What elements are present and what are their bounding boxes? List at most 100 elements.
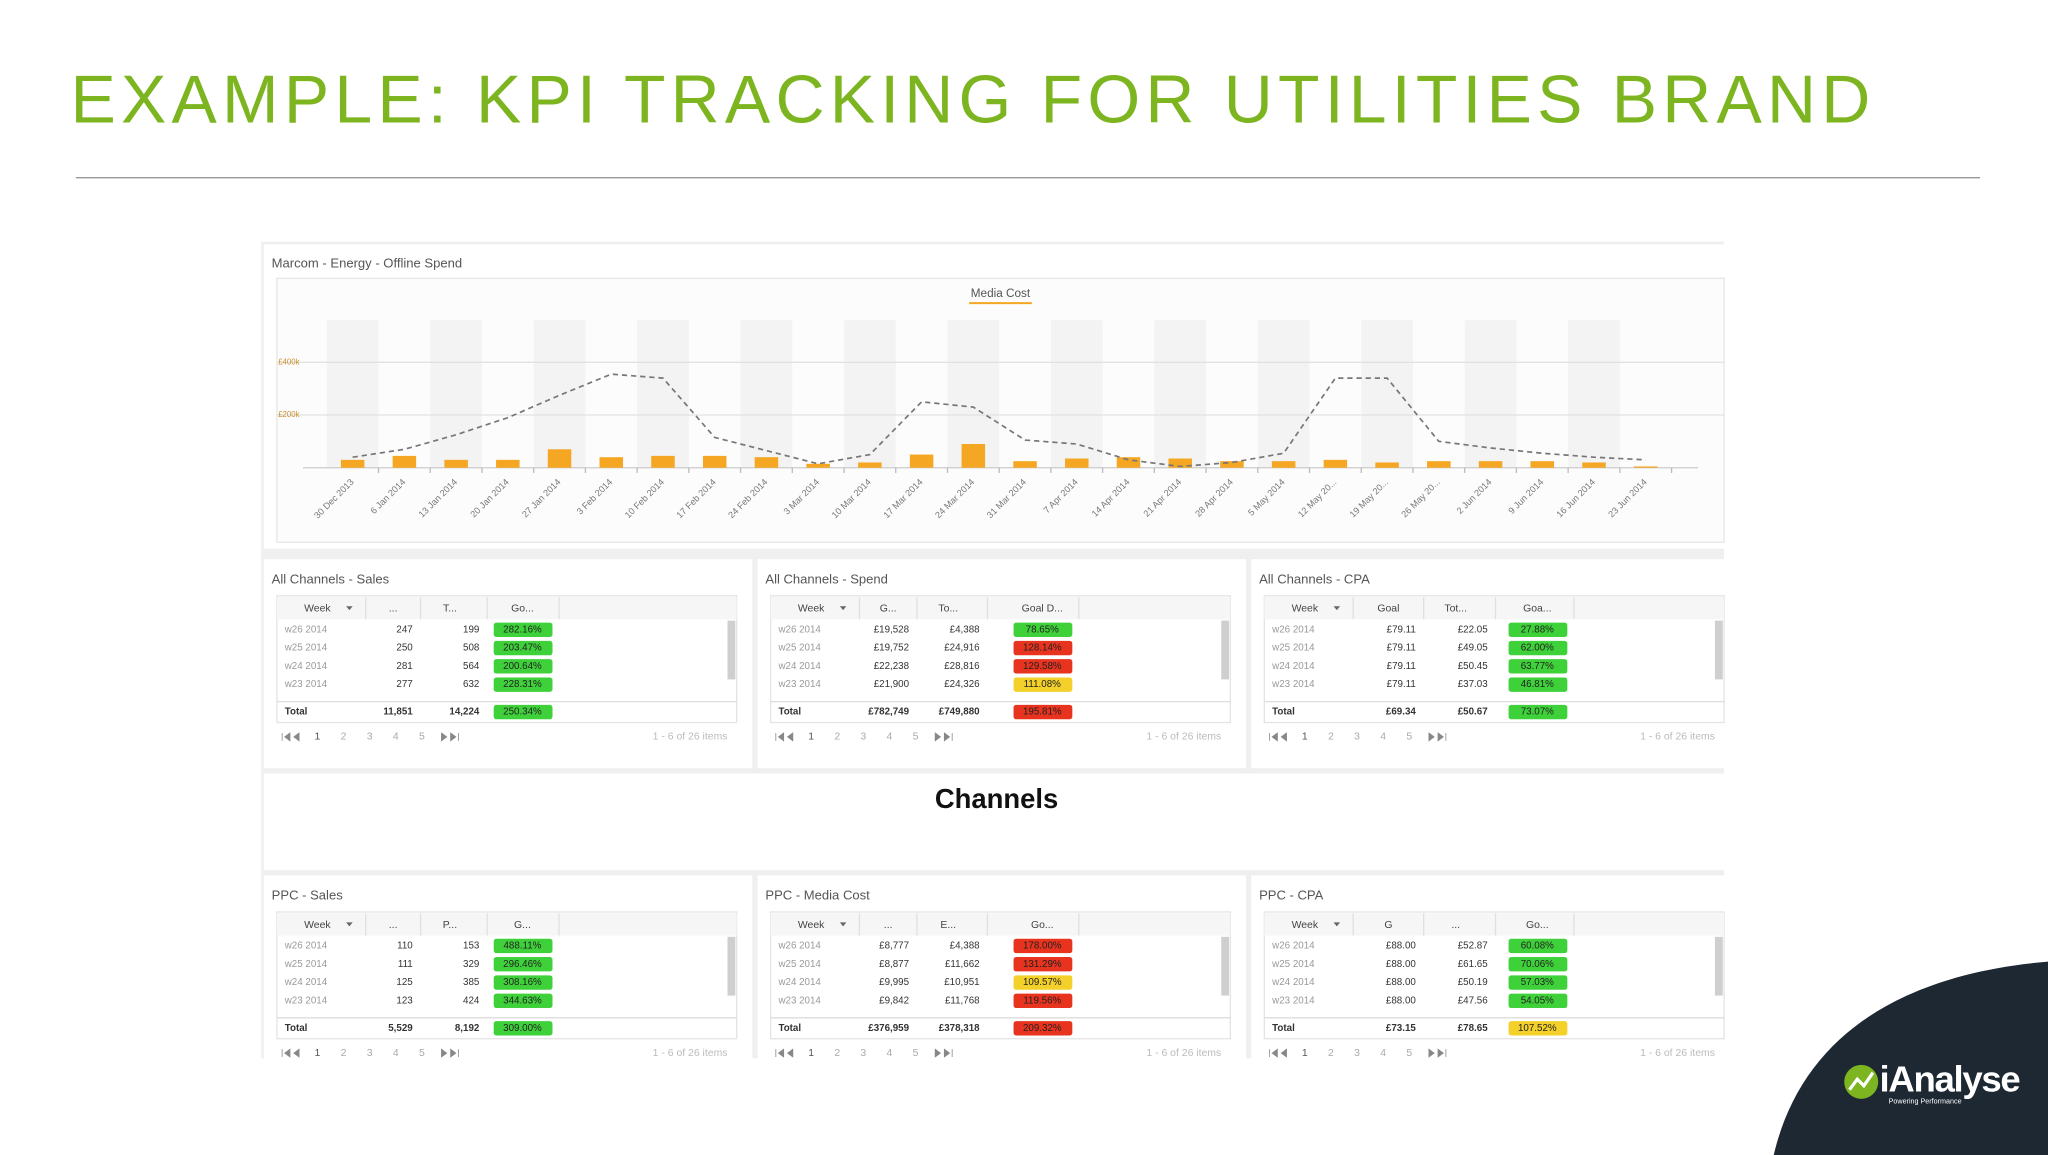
week-cell: w26 2014	[1271, 624, 1315, 635]
week-cell: w26 2014	[777, 624, 821, 635]
value-cell: £22.05	[1458, 624, 1488, 635]
status-badge	[1508, 993, 1568, 1009]
status-cell: 70.06%	[1521, 959, 1554, 970]
status-cell: 178.00%	[1023, 941, 1062, 952]
table-header	[276, 913, 737, 936]
bar	[392, 455, 417, 468]
value-cell: 385	[463, 977, 480, 988]
pager-last	[1428, 732, 1447, 742]
band	[1464, 320, 1517, 468]
value-cell: 277	[396, 679, 412, 690]
status-badge	[1013, 1021, 1073, 1036]
pager-page: 5	[419, 1048, 425, 1059]
week-cell: w24 2014	[284, 661, 328, 672]
column-header: Go...	[1526, 920, 1549, 931]
bar	[1323, 459, 1348, 468]
value-cell: £88.00	[1386, 941, 1416, 952]
value-cell: 111	[398, 959, 413, 970]
column-header: Week	[304, 920, 331, 931]
pager-page: 2	[341, 732, 347, 743]
pager-page: 3	[367, 1048, 373, 1059]
value-cell: £4,388	[950, 624, 980, 635]
pager-summary: 1 - 6 of 26 items	[1146, 1048, 1221, 1059]
pager-page: 2	[1328, 732, 1334, 743]
column-header: ...	[389, 604, 398, 615]
bar	[1220, 461, 1244, 468]
week-cell: w26 2014	[284, 624, 328, 635]
pager-page: 4	[887, 732, 893, 743]
value-cell: £50.45	[1458, 661, 1488, 672]
value-cell: £88.00	[1386, 959, 1416, 970]
status-badge	[1013, 704, 1073, 720]
scrollbar	[1221, 936, 1230, 996]
week-cell: w25 2014	[777, 959, 821, 970]
status-badge	[1013, 622, 1073, 637]
bar	[547, 449, 572, 468]
widget-title: All Channels - CPA	[1259, 572, 1370, 587]
value-cell: 564	[463, 661, 480, 672]
value-cell: £24,326	[944, 679, 980, 690]
column-header: P...	[443, 920, 457, 931]
scrollbar	[727, 620, 736, 680]
status-cell: 57.03%	[1521, 977, 1554, 988]
status-cell: 54.05%	[1521, 995, 1554, 1006]
value-cell: 153	[463, 941, 480, 952]
value-cell: £8,877	[879, 959, 909, 970]
bar	[1065, 458, 1089, 468]
column-header: E...	[940, 920, 956, 931]
week-cell: w23 2014	[1271, 995, 1315, 1006]
status-badge	[1013, 659, 1073, 674]
value-cell: 123	[396, 995, 413, 1006]
status-badge	[1508, 938, 1568, 954]
widget-title: All Channels - Sales	[272, 572, 390, 587]
week-cell: Total	[285, 1023, 308, 1034]
band	[637, 320, 689, 468]
status-badge	[1013, 993, 1073, 1009]
pager-page: 2	[834, 1048, 840, 1059]
pager-page: 1	[1302, 1048, 1308, 1059]
bar	[1633, 466, 1658, 468]
week-cell: Total	[285, 707, 308, 718]
pager-page: 4	[393, 1048, 399, 1059]
value-cell: £376,959	[868, 1023, 909, 1034]
pager-page: 3	[1354, 1048, 1360, 1059]
value-cell: £49.05	[1458, 643, 1488, 654]
pager-page: 5	[1406, 732, 1412, 743]
section-band	[263, 773, 1725, 871]
value-cell: 329	[463, 959, 479, 970]
week-cell: w26 2014	[777, 941, 821, 952]
pager-summary: 1 - 6 of 26 items	[1640, 1048, 1715, 1059]
value-cell: 199	[463, 624, 479, 635]
status-cell: 129.58%	[1023, 661, 1062, 672]
value-cell: £782,749	[868, 707, 909, 718]
value-cell: £61.65	[1458, 959, 1488, 970]
status-badge	[1508, 704, 1568, 720]
status-badge	[1508, 659, 1568, 674]
sort-arrow	[346, 606, 353, 611]
status-badge	[493, 640, 553, 656]
column-header: ...	[884, 920, 893, 931]
column-header: Go...	[511, 604, 534, 615]
status-cell: 128.14%	[1023, 643, 1062, 654]
status-badge	[493, 1021, 553, 1036]
band	[326, 320, 379, 468]
week-cell: Total	[1272, 1023, 1295, 1034]
band	[1050, 320, 1103, 468]
value-cell: £9,842	[879, 995, 909, 1006]
week-cell: w23 2014	[777, 679, 821, 690]
value-cell: £19,528	[874, 624, 910, 635]
pager-page: 2	[834, 732, 840, 743]
value-cell: 281	[396, 661, 412, 672]
pager-first	[775, 732, 794, 742]
value-cell: 632	[463, 679, 479, 690]
value-cell: £79.11	[1387, 661, 1416, 672]
status-badge	[1508, 957, 1568, 972]
bar	[444, 459, 468, 468]
value-cell: £79.11	[1387, 624, 1416, 635]
widget-title: PPC - Media Cost	[765, 888, 870, 903]
pager-page: 4	[1380, 1048, 1386, 1059]
value-cell: 11,851	[383, 707, 413, 718]
logo-tagline: Powering Performance	[1889, 1097, 1962, 1105]
column-header: G...	[880, 604, 897, 615]
